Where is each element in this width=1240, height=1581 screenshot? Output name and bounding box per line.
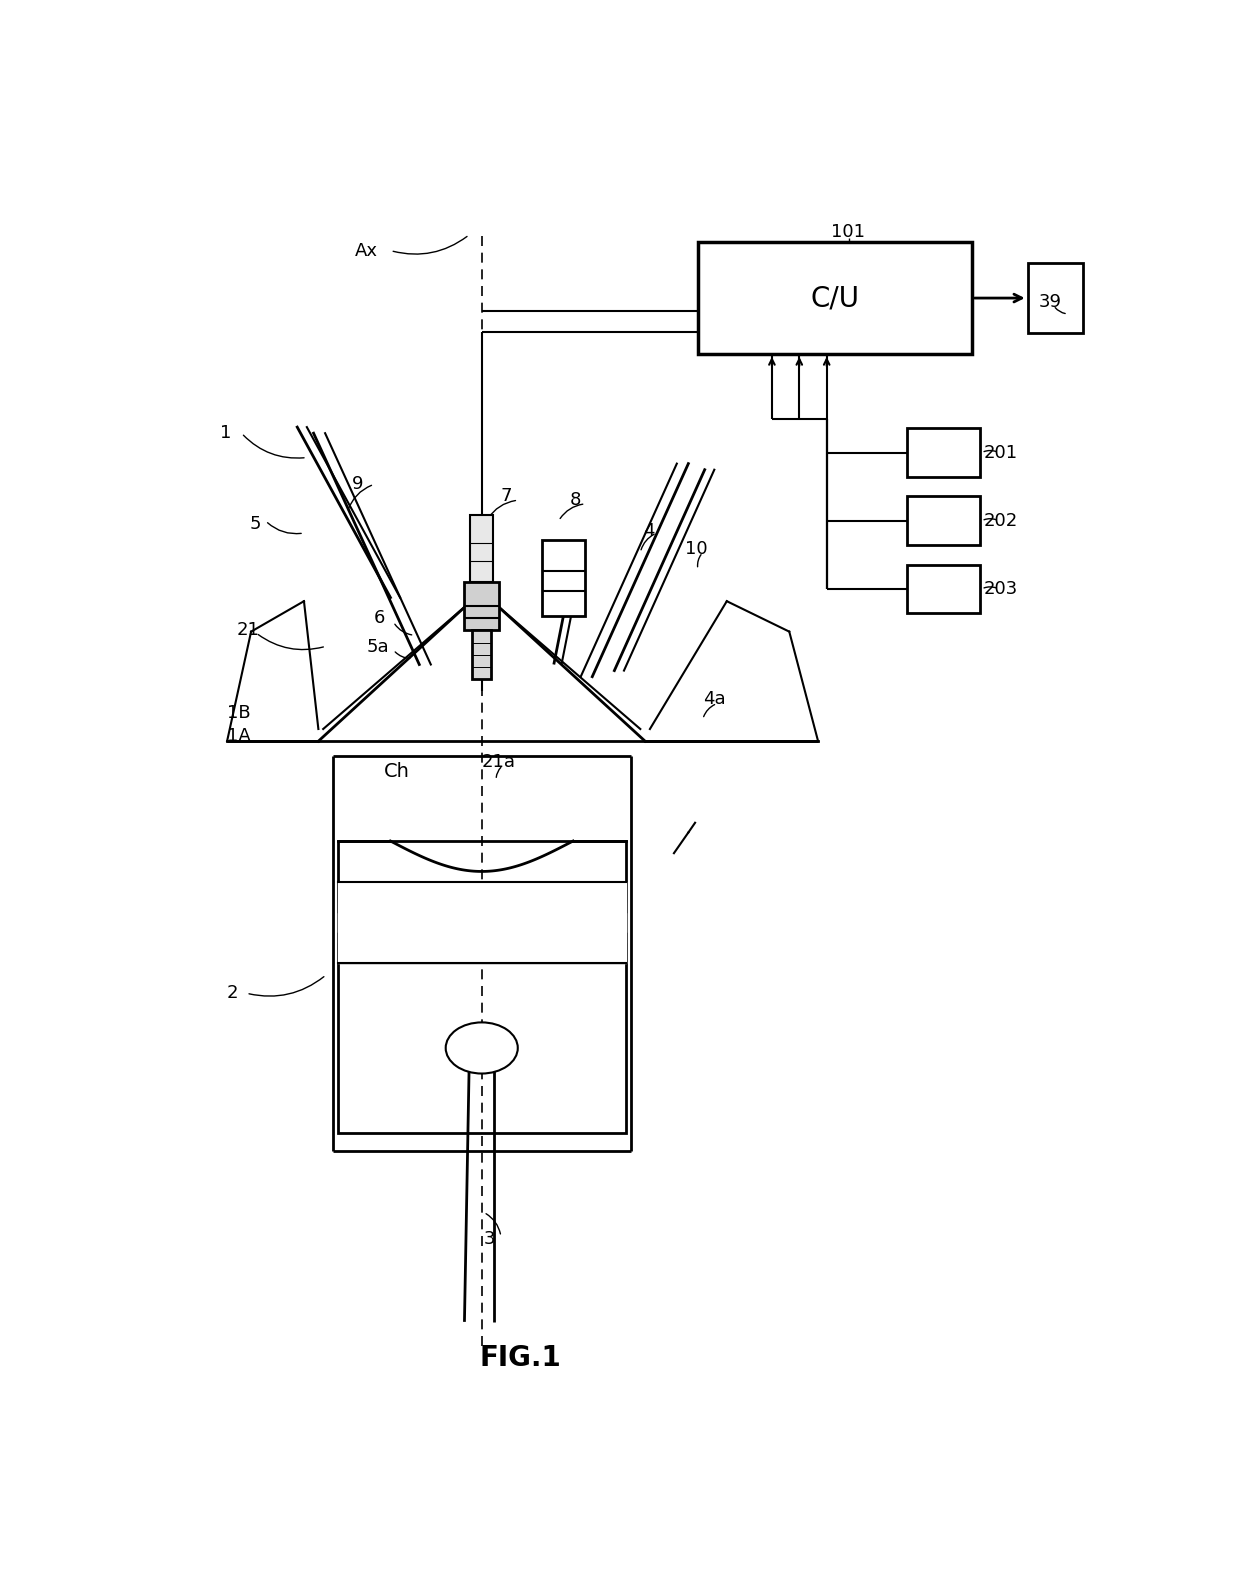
Text: 202: 202 — [983, 512, 1018, 530]
Text: 4: 4 — [644, 522, 655, 539]
Text: FIG.1: FIG.1 — [480, 1344, 560, 1372]
Text: 1: 1 — [221, 424, 232, 443]
Text: 2: 2 — [227, 985, 238, 1002]
Text: 10: 10 — [686, 539, 708, 558]
Text: 5a: 5a — [367, 639, 389, 656]
Bar — [337, 841, 626, 1134]
Text: Ax: Ax — [355, 242, 378, 259]
Bar — [906, 564, 981, 613]
Text: C/U: C/U — [811, 285, 859, 311]
Polygon shape — [542, 541, 584, 617]
Text: 203: 203 — [983, 580, 1018, 598]
Text: 21a: 21a — [481, 753, 516, 772]
Bar — [698, 242, 972, 354]
Text: 3: 3 — [484, 1230, 495, 1247]
Text: 201: 201 — [983, 444, 1018, 462]
Bar — [1028, 262, 1084, 334]
Text: 4a: 4a — [703, 689, 725, 708]
Text: 8: 8 — [570, 492, 582, 509]
Text: 1A: 1A — [227, 727, 250, 745]
Bar — [465, 582, 498, 631]
Bar — [906, 428, 981, 477]
Text: 21: 21 — [237, 621, 259, 639]
FancyArrowPatch shape — [823, 359, 830, 365]
FancyArrowPatch shape — [796, 359, 802, 365]
Bar — [472, 631, 491, 680]
Ellipse shape — [445, 1023, 518, 1073]
Text: 6: 6 — [374, 609, 386, 628]
Text: 101: 101 — [831, 223, 864, 242]
Text: 5: 5 — [249, 515, 260, 533]
Text: Ch: Ch — [383, 762, 409, 781]
Text: 39: 39 — [1039, 292, 1063, 311]
Text: 1B: 1B — [227, 704, 250, 723]
Bar — [470, 515, 494, 582]
FancyArrowPatch shape — [975, 294, 1022, 302]
Text: 7: 7 — [501, 487, 512, 506]
Text: 9: 9 — [352, 476, 363, 493]
FancyArrowPatch shape — [769, 359, 775, 365]
Bar — [906, 496, 981, 545]
